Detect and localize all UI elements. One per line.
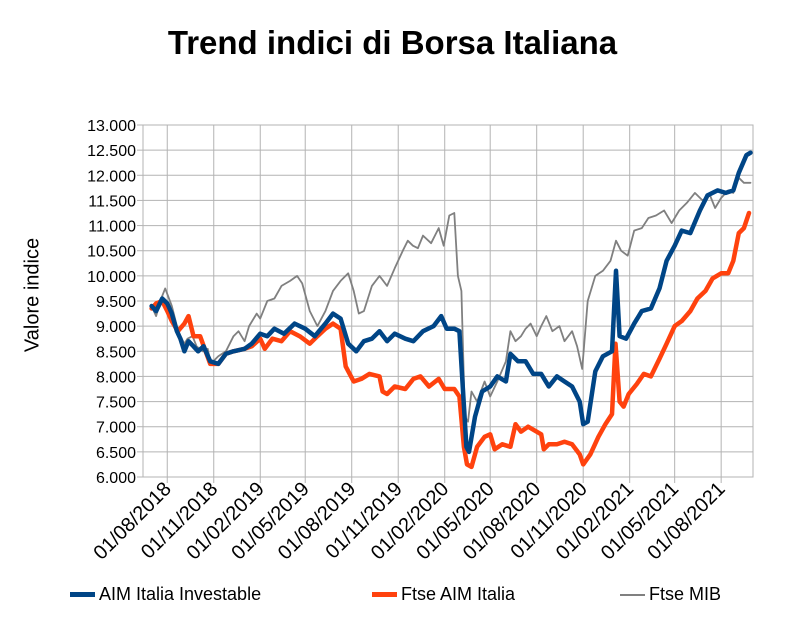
y-tick-label: 8.000 xyxy=(96,369,136,386)
series-line-aim-italia-investable xyxy=(149,150,753,455)
legend-label: Ftse MIB xyxy=(649,584,722,604)
y-tick-label: 10.000 xyxy=(87,269,136,286)
y-tick-label: 12.000 xyxy=(87,168,136,185)
y-tick-label: 7.500 xyxy=(96,395,136,412)
y-tick-label: 7.000 xyxy=(96,420,136,437)
y-tick-label: 9.000 xyxy=(96,319,136,336)
legend-swatch xyxy=(70,592,95,597)
y-tick-label: 6.500 xyxy=(96,445,136,462)
legend-item-aim-investable: AIM Italia Investable xyxy=(70,584,261,605)
y-tick-label: 8.500 xyxy=(96,344,136,361)
y-axis-ticks: 13.000 12.500 12.000 11.500 11.000 10.500 10.0… xyxy=(87,118,143,487)
series-lines xyxy=(149,150,753,470)
legend: AIM Italia Investable Ftse AIM Italia Ft… xyxy=(0,584,803,614)
y-tick-label: 11.000 xyxy=(88,219,136,236)
legend-label: AIM Italia Investable xyxy=(99,584,262,604)
chart-title: Trend indici di Borsa Italiana xyxy=(167,24,618,61)
y-tick-label: 6.000 xyxy=(96,470,136,487)
legend-item-ftse-mib: Ftse MIB xyxy=(620,584,721,605)
series-line-ftse-mib xyxy=(150,176,752,423)
y-tick-label: 12.500 xyxy=(87,143,136,160)
y-tick-label: 11.500 xyxy=(88,193,136,210)
x-axis-ticks: 01/08/201801/11/201801/02/201901/05/2019… xyxy=(89,477,730,564)
legend-label: Ftse AIM Italia xyxy=(401,584,516,604)
y-tick-label: 13.000 xyxy=(87,118,136,135)
grid-lines xyxy=(142,124,754,478)
y-tick-label: 10.500 xyxy=(87,244,136,261)
y-tick-label: 9.500 xyxy=(96,294,136,311)
legend-swatch xyxy=(372,592,397,597)
legend-item-ftse-aim-italia: Ftse AIM Italia xyxy=(372,584,515,605)
legend-swatch xyxy=(620,593,645,596)
